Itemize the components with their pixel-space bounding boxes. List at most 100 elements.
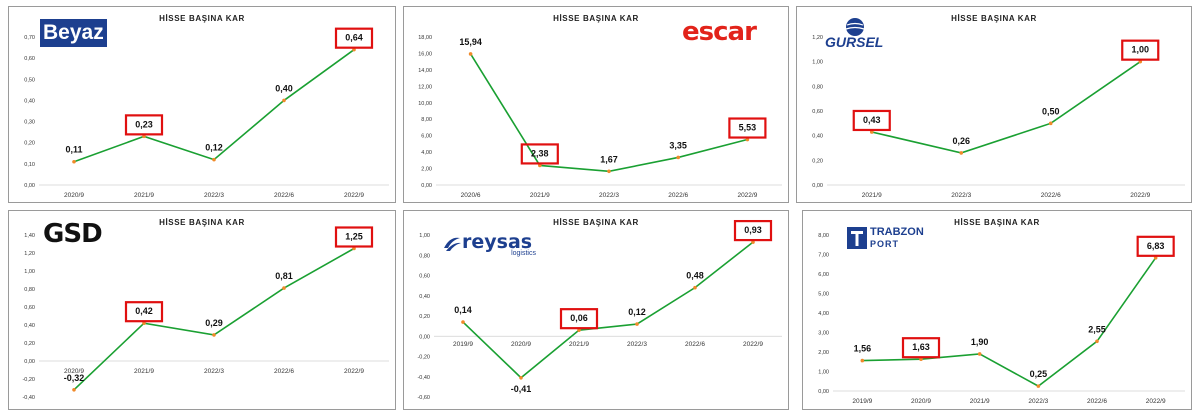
highlight-box	[733, 219, 773, 242]
chart-panel-beyaz: HİSSE BAŞINA KAR Beyaz 0,00 0,10 0,20 0,30 0…	[8, 6, 396, 203]
data-label: 1,67	[600, 154, 618, 164]
y-tick-label: 1,00	[419, 233, 430, 239]
x-tick-label: 2022/3	[599, 192, 619, 199]
data-label: -0,32	[64, 373, 85, 383]
x-tick-label: 2022/6	[668, 192, 688, 199]
highlight-box	[520, 143, 559, 165]
data-label: 0,64	[345, 33, 363, 43]
y-tick-label: 1,00	[818, 370, 829, 376]
highlight-box	[124, 301, 164, 323]
data-label: 5,53	[739, 123, 757, 133]
reysas-logo: reysas logistics	[442, 231, 538, 261]
highlight-box	[124, 114, 164, 136]
y-tick-label: 1,00	[24, 269, 35, 275]
chart-plot: -0,40 -0,20 0,00 0,20 0,40 0,60 0,80 1,00 1,20 1,…	[22, 226, 389, 401]
data-point	[519, 375, 523, 380]
y-tick-label: 14,00	[418, 68, 432, 74]
chart-title: HİSSE BAŞINA KAR	[951, 14, 1037, 23]
data-point	[977, 352, 982, 356]
data-label: 2,38	[531, 148, 549, 158]
x-tick-label: 2022/3	[951, 192, 971, 199]
data-point	[959, 151, 964, 155]
chart-plot: 0,00 0,20 0,40 0,60 0,80 1,00 1,20 2021/9 2022/3…	[812, 35, 1185, 199]
y-tick-label: 1,40	[24, 233, 35, 239]
data-point	[693, 285, 697, 290]
x-tick-label: 2021/9	[530, 192, 550, 199]
chart-panel-gursel: HİSSE BAŞINA KAR GURSEL 0,00 0,20 0,40 0,60…	[796, 6, 1192, 203]
chart-title: HİSSE BAŞINA KAR	[159, 218, 245, 227]
gursel-logo: GURSEL	[823, 17, 887, 51]
x-tick-label: 2019/9	[453, 341, 473, 348]
y-tick-label: 7,00	[818, 253, 829, 259]
chart-plot: 0,00 0,10 0,20 0,30 0,40 0,50 0,60 0,70 2020/9 20…	[24, 27, 389, 199]
y-tick-label: 18,00	[418, 35, 432, 41]
data-point	[72, 159, 76, 164]
y-tick-label: 0,40	[24, 98, 35, 104]
y-tick-label: 0,80	[419, 253, 430, 259]
chart-panel-reysas: HİSSE BAŞINA KAR reysas logistics -0,60 -…	[403, 210, 789, 410]
x-tick-label: 2020/9	[64, 368, 84, 375]
chart-title: HİSSE BAŞINA KAR	[553, 218, 639, 227]
y-tick-label: 10,00	[418, 101, 432, 107]
x-tick-label: 2022/9	[737, 192, 757, 199]
data-point	[751, 240, 755, 244]
chart-plot: 0,00 1,00 2,00 3,00 4,00 5,00 6,00 7,00 8,00 2019…	[818, 233, 1185, 405]
data-label: 0,14	[454, 305, 472, 315]
series-line	[462, 241, 754, 379]
y-tick-label: 0,00	[421, 183, 432, 189]
y-tick-label: -0,20	[417, 355, 430, 361]
y-tick-label: 0,30	[24, 120, 35, 126]
y-tick-label: 0,50	[24, 77, 35, 83]
y-tick-label: -0,40	[22, 395, 35, 401]
x-tick-label: 2022/3	[204, 368, 224, 375]
y-tick-label: 4,00	[818, 311, 829, 317]
data-label: 0,50	[1042, 106, 1060, 116]
chart-panel-trabzon: HİSSE BAŞINA KAR TRABZON PORT 0,00 1,00 2,…	[802, 210, 1192, 410]
data-point	[72, 388, 76, 392]
data-point	[860, 358, 865, 363]
data-point	[352, 246, 356, 251]
data-label: 1,25	[345, 232, 363, 242]
y-tick-label: 5,00	[818, 292, 829, 298]
y-tick-label: 2,00	[818, 350, 829, 356]
y-tick-label: 0,00	[818, 389, 829, 395]
chart-title: HİSSE BAŞINA KAR	[553, 14, 639, 23]
x-tick-label: 2021/9	[134, 192, 154, 199]
gsd-logo: GSD	[43, 219, 103, 249]
y-tick-label: -0,60	[417, 395, 430, 401]
highlight-box	[559, 308, 599, 330]
y-tick-label: 6,00	[421, 134, 432, 140]
highlight-box	[334, 27, 374, 49]
data-point	[468, 52, 473, 56]
chart-title: HİSSE BAŞINA KAR	[954, 218, 1040, 227]
data-label: 3,35	[669, 140, 687, 150]
y-tick-label: 0,60	[24, 56, 35, 62]
data-label: 0,11	[65, 145, 82, 155]
y-tick-label: 1,20	[812, 35, 823, 41]
y-tick-label: 0,00	[419, 334, 430, 340]
gursel-globe-icon	[845, 18, 865, 36]
x-tick-label: 2021/9	[970, 398, 990, 405]
data-label: 0,26	[952, 136, 970, 146]
data-point	[1153, 256, 1158, 260]
x-tick-label: 2021/9	[569, 341, 589, 348]
highlight-box	[1121, 39, 1160, 61]
data-label: 0,25	[1030, 369, 1048, 379]
y-tick-label: 6,00	[818, 272, 829, 278]
y-tick-label: 0,40	[24, 323, 35, 329]
data-label: 0,48	[686, 271, 704, 281]
data-label: 0,42	[135, 306, 153, 316]
data-point	[282, 286, 286, 290]
y-tick-label: -0,20	[22, 377, 35, 383]
y-tick-label: 3,00	[818, 331, 829, 337]
data-label: 1,63	[912, 342, 930, 352]
data-label: 0,23	[135, 119, 153, 129]
y-tick-label: 0,80	[812, 84, 823, 90]
y-tick-label: 12,00	[418, 84, 432, 90]
x-tick-label: 2022/3	[204, 192, 224, 199]
y-tick-label: 0,00	[24, 359, 35, 365]
chart-title: HİSSE BAŞINA KAR	[159, 14, 245, 23]
x-tick-label: 2022/9	[1130, 192, 1150, 199]
highlight-box	[334, 226, 374, 248]
data-label: 1,90	[971, 337, 989, 347]
